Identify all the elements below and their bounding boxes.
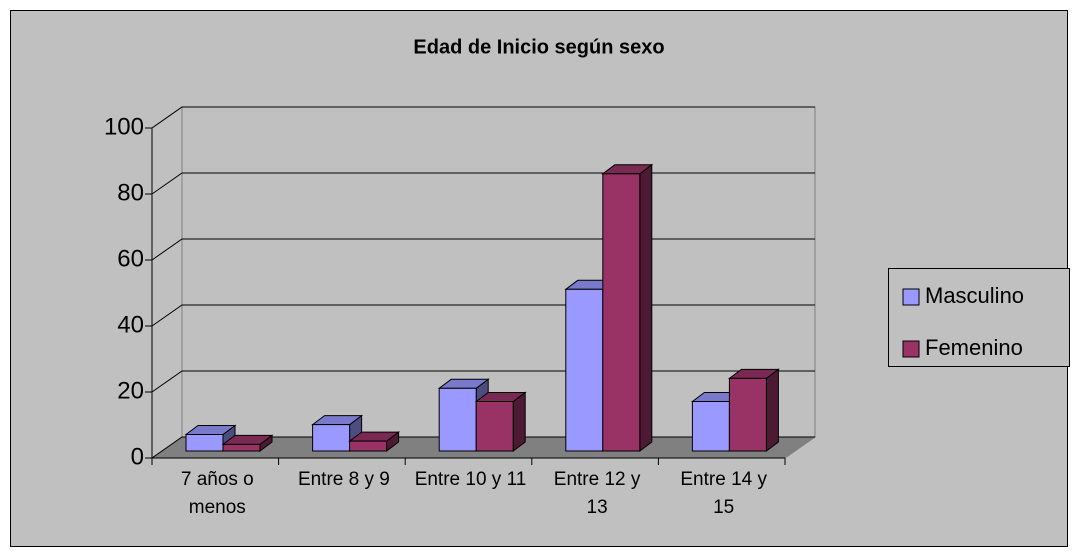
bar xyxy=(691,401,730,452)
legend-swatch xyxy=(902,340,920,358)
bar xyxy=(438,387,477,452)
x-tick-label: Entre 8 y 9 xyxy=(297,469,390,490)
legend-label: Masculino xyxy=(925,283,1024,308)
x-tick-label: Entre 14 y 15 xyxy=(680,469,767,518)
y-tick-label: 60 xyxy=(117,245,144,272)
y-tick-label: 40 xyxy=(117,311,144,338)
bar-side xyxy=(512,391,526,452)
y-tick-label: 80 xyxy=(117,179,144,206)
bar xyxy=(185,434,224,452)
y-tick-label: 20 xyxy=(117,377,144,404)
bar xyxy=(222,443,261,452)
grid-line xyxy=(151,106,815,129)
y-tick-label: 0 xyxy=(131,443,144,470)
bar xyxy=(312,424,351,452)
y-tick-label: 100 xyxy=(104,113,144,140)
legend-swatch xyxy=(902,288,920,306)
bar-side xyxy=(639,163,653,452)
back-wall xyxy=(181,106,816,438)
bar-side xyxy=(765,368,779,452)
bar xyxy=(602,173,641,452)
x-tick-label: 7 años o menos xyxy=(180,469,254,518)
x-tick-label: Entre 10 y 11 xyxy=(414,469,527,490)
bar xyxy=(728,377,767,452)
x-tick-label: Entre 12 y 13 xyxy=(553,469,641,518)
chart-title: Edad de Inicio según sexo xyxy=(413,36,664,58)
legend-label: Femenino xyxy=(925,335,1023,360)
bar xyxy=(565,288,604,452)
side-wall xyxy=(151,106,183,459)
bar xyxy=(349,440,388,452)
bar xyxy=(475,401,514,452)
